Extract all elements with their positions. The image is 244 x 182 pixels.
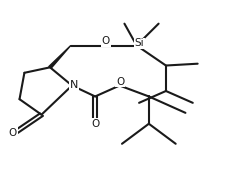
Text: N: N bbox=[70, 80, 79, 90]
Polygon shape bbox=[49, 46, 71, 68]
Text: O: O bbox=[9, 128, 17, 138]
Text: O: O bbox=[102, 37, 110, 46]
Text: O: O bbox=[91, 119, 99, 129]
Text: Si: Si bbox=[134, 38, 144, 48]
Text: O: O bbox=[116, 77, 124, 86]
